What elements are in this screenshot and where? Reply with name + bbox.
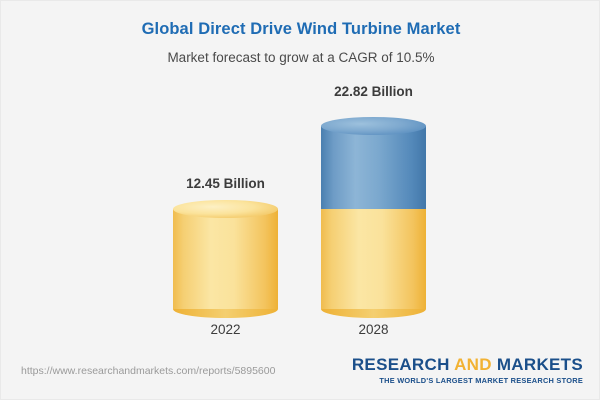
cylinder-body [321,126,426,209]
cylinder-stack [173,200,278,318]
logo-wordmark: RESEARCH AND MARKETS [352,355,583,375]
bar-segment-growth [321,117,426,209]
page-title: Global Direct Drive Wind Turbine Market [141,20,461,38]
logo-word-research: RESEARCH [351,355,450,374]
cylinder-body [173,209,278,309]
logo-word-markets: MARKETS [496,355,583,374]
plot-area: 12.45 Billion 2022 22.82 Billion [1,81,599,343]
chart-header: Global Direct Drive Wind Turbine Market … [1,19,599,66]
cylinder-body [321,209,426,309]
cylinder-stack [321,117,426,318]
x-axis-tick-label: 2028 [358,322,389,337]
x-axis-tick-label: 2022 [210,322,241,337]
logo-word-and: AND [454,355,492,374]
chart-subtitle: Market forecast to grow at a CAGR of 10.… [167,50,435,65]
bar-value-label: 22.82 Billion [334,84,413,99]
report-url[interactable]: https://www.researchandmarkets.com/repor… [21,365,276,377]
brand-logo: RESEARCH AND MARKETS THE WORLD'S LARGEST… [352,355,583,385]
bar-segment-base [321,209,426,318]
bar-segment-base [173,200,278,318]
bar-value-label: 12.45 Billion [186,176,265,191]
cylinder-top-ellipse [173,200,278,218]
cylinder-top-ellipse [321,117,426,135]
chart-footer: https://www.researchandmarkets.com/repor… [1,349,599,399]
logo-tagline: THE WORLD'S LARGEST MARKET RESEARCH STOR… [379,376,583,385]
